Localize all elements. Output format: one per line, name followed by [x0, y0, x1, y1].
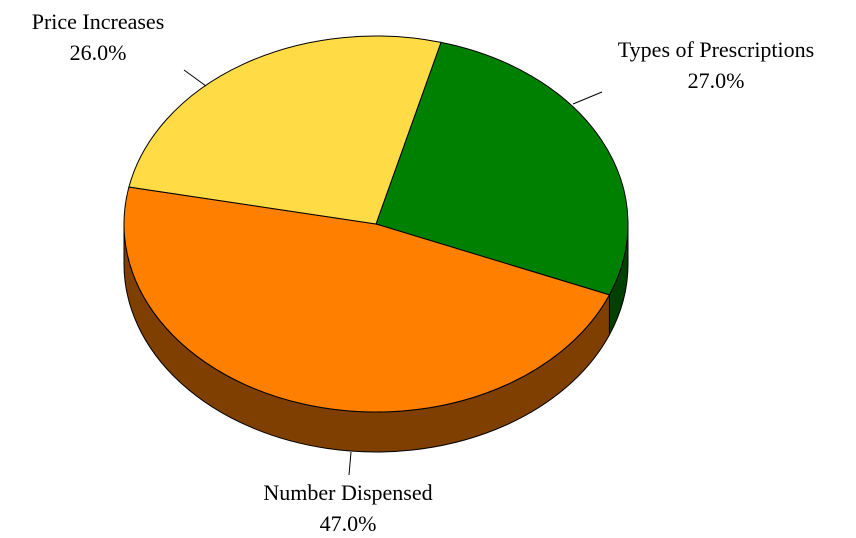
leader-lines [183, 69, 603, 476]
pie-slice-types-of-prescriptions [375, 41, 629, 296]
slice-label-types-of-prescriptions: Types of Prescriptions [618, 37, 814, 62]
pie-tops [123, 35, 629, 413]
slice-value-types-of-prescriptions: 27.0% [688, 68, 745, 93]
pie-slice-price-increases [128, 35, 442, 225]
slice-labels: Types of Prescriptions 27.0% Number Dispen… [32, 9, 814, 536]
leader-line-price-increases [183, 69, 207, 87]
pie-slice-number-dispensed [123, 186, 611, 413]
slice-value-number-dispensed: 47.0% [320, 511, 377, 536]
leader-line-number-dispensed [348, 451, 352, 476]
leader-line-types-of-prescriptions [572, 91, 603, 105]
slice-label-price-increases: Price Increases [32, 9, 165, 34]
slice-label-number-dispensed: Number Dispensed [263, 480, 432, 505]
slice-value-price-increases: 26.0% [70, 40, 127, 65]
